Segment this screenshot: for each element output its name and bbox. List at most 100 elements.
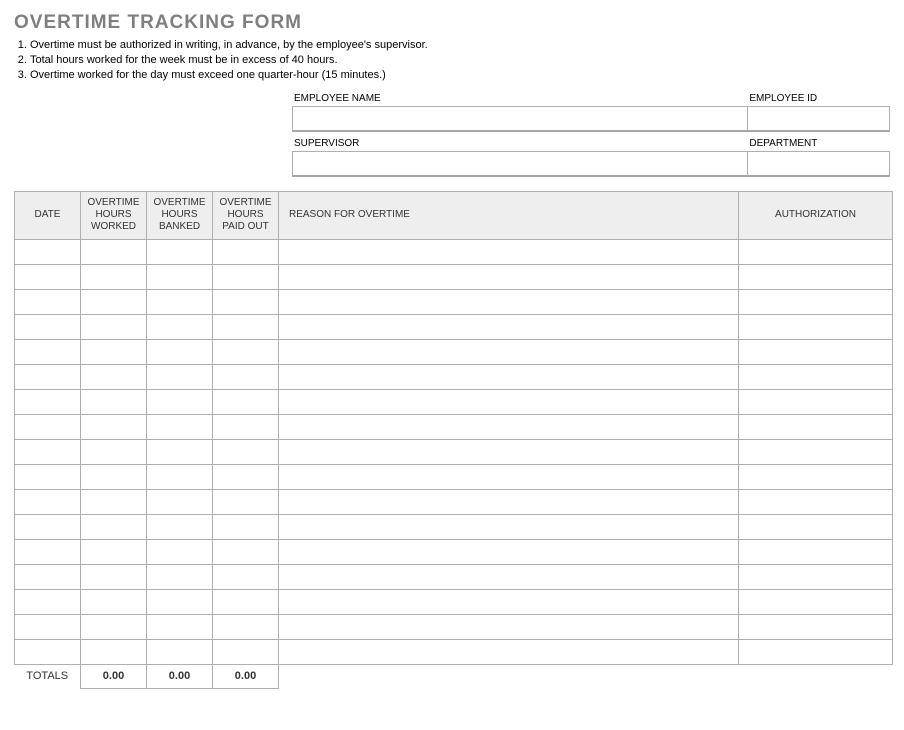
cell-auth[interactable] — [739, 239, 893, 264]
cell-reason[interactable] — [279, 264, 739, 289]
cell-date[interactable] — [15, 639, 81, 664]
cell-worked[interactable] — [81, 464, 147, 489]
cell-banked[interactable] — [147, 364, 213, 389]
cell-date[interactable] — [15, 389, 81, 414]
cell-banked[interactable] — [147, 289, 213, 314]
cell-banked[interactable] — [147, 639, 213, 664]
cell-reason[interactable] — [279, 389, 739, 414]
cell-worked[interactable] — [81, 389, 147, 414]
cell-paid[interactable] — [213, 414, 279, 439]
cell-worked[interactable] — [81, 239, 147, 264]
cell-paid[interactable] — [213, 464, 279, 489]
cell-auth[interactable] — [739, 489, 893, 514]
cell-banked[interactable] — [147, 564, 213, 589]
supervisor-input[interactable] — [292, 151, 747, 177]
cell-worked[interactable] — [81, 589, 147, 614]
cell-auth[interactable] — [739, 364, 893, 389]
cell-reason[interactable] — [279, 614, 739, 639]
cell-banked[interactable] — [147, 239, 213, 264]
cell-paid[interactable] — [213, 489, 279, 514]
cell-worked[interactable] — [81, 414, 147, 439]
cell-date[interactable] — [15, 314, 81, 339]
cell-reason[interactable] — [279, 364, 739, 389]
cell-banked[interactable] — [147, 314, 213, 339]
cell-worked[interactable] — [81, 289, 147, 314]
cell-paid[interactable] — [213, 439, 279, 464]
cell-worked[interactable] — [81, 264, 147, 289]
employee-id-input[interactable] — [747, 106, 890, 132]
cell-auth[interactable] — [739, 414, 893, 439]
cell-paid[interactable] — [213, 264, 279, 289]
cell-date[interactable] — [15, 464, 81, 489]
cell-date[interactable] — [15, 539, 81, 564]
cell-date[interactable] — [15, 514, 81, 539]
cell-paid[interactable] — [213, 314, 279, 339]
cell-date[interactable] — [15, 339, 81, 364]
cell-auth[interactable] — [739, 464, 893, 489]
cell-date[interactable] — [15, 364, 81, 389]
cell-reason[interactable] — [279, 239, 739, 264]
cell-paid[interactable] — [213, 389, 279, 414]
cell-worked[interactable] — [81, 539, 147, 564]
cell-date[interactable] — [15, 589, 81, 614]
department-input[interactable] — [747, 151, 890, 177]
cell-date[interactable] — [15, 289, 81, 314]
cell-auth[interactable] — [739, 639, 893, 664]
cell-date[interactable] — [15, 439, 81, 464]
cell-banked[interactable] — [147, 589, 213, 614]
cell-worked[interactable] — [81, 314, 147, 339]
cell-auth[interactable] — [739, 589, 893, 614]
cell-worked[interactable] — [81, 439, 147, 464]
cell-auth[interactable] — [739, 514, 893, 539]
cell-banked[interactable] — [147, 439, 213, 464]
cell-banked[interactable] — [147, 539, 213, 564]
cell-auth[interactable] — [739, 289, 893, 314]
cell-reason[interactable] — [279, 464, 739, 489]
cell-reason[interactable] — [279, 589, 739, 614]
employee-name-input[interactable] — [292, 106, 747, 132]
cell-banked[interactable] — [147, 389, 213, 414]
cell-reason[interactable] — [279, 539, 739, 564]
cell-reason[interactable] — [279, 639, 739, 664]
cell-auth[interactable] — [739, 564, 893, 589]
cell-reason[interactable] — [279, 489, 739, 514]
cell-banked[interactable] — [147, 464, 213, 489]
cell-worked[interactable] — [81, 614, 147, 639]
cell-paid[interactable] — [213, 364, 279, 389]
cell-paid[interactable] — [213, 339, 279, 364]
cell-auth[interactable] — [739, 439, 893, 464]
cell-date[interactable] — [15, 614, 81, 639]
cell-date[interactable] — [15, 564, 81, 589]
cell-worked[interactable] — [81, 339, 147, 364]
cell-worked[interactable] — [81, 364, 147, 389]
cell-banked[interactable] — [147, 414, 213, 439]
cell-reason[interactable] — [279, 414, 739, 439]
cell-worked[interactable] — [81, 514, 147, 539]
cell-worked[interactable] — [81, 639, 147, 664]
cell-paid[interactable] — [213, 539, 279, 564]
cell-reason[interactable] — [279, 314, 739, 339]
cell-auth[interactable] — [739, 264, 893, 289]
cell-auth[interactable] — [739, 539, 893, 564]
cell-paid[interactable] — [213, 289, 279, 314]
cell-worked[interactable] — [81, 564, 147, 589]
cell-date[interactable] — [15, 264, 81, 289]
cell-worked[interactable] — [81, 489, 147, 514]
cell-paid[interactable] — [213, 239, 279, 264]
cell-date[interactable] — [15, 414, 81, 439]
cell-auth[interactable] — [739, 614, 893, 639]
cell-banked[interactable] — [147, 614, 213, 639]
cell-banked[interactable] — [147, 514, 213, 539]
cell-paid[interactable] — [213, 589, 279, 614]
cell-reason[interactable] — [279, 339, 739, 364]
cell-date[interactable] — [15, 239, 81, 264]
cell-paid[interactable] — [213, 639, 279, 664]
cell-reason[interactable] — [279, 289, 739, 314]
cell-reason[interactable] — [279, 439, 739, 464]
cell-paid[interactable] — [213, 614, 279, 639]
cell-auth[interactable] — [739, 314, 893, 339]
cell-banked[interactable] — [147, 264, 213, 289]
cell-date[interactable] — [15, 489, 81, 514]
cell-paid[interactable] — [213, 514, 279, 539]
cell-paid[interactable] — [213, 564, 279, 589]
